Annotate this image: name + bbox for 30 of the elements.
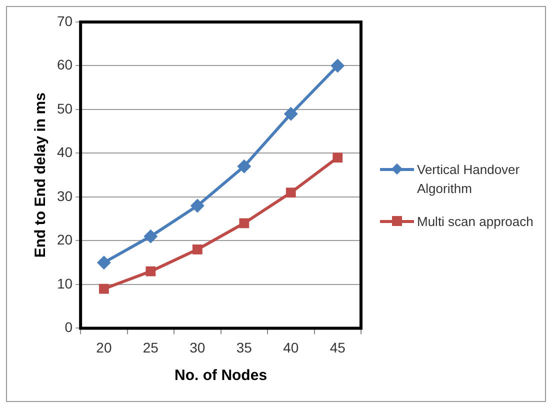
x-tick-label: 25: [142, 339, 159, 356]
y-tick-label: 10: [56, 275, 73, 292]
point: [286, 188, 296, 198]
y-tick-label: 20: [56, 232, 73, 248]
point: [284, 106, 298, 121]
point: [98, 284, 109, 294]
y-tick-label: 70: [56, 12, 73, 29]
point: [96, 256, 111, 270]
point: [239, 218, 250, 228]
legend-label: Vertical Handover Algorithm: [417, 161, 521, 198]
y-tick-label: 0: [64, 319, 73, 336]
point: [237, 159, 252, 174]
y-axis-title: End to End delay in ms: [32, 92, 50, 258]
point: [330, 58, 345, 73]
point: [190, 198, 204, 213]
y-tick-label: 40: [56, 144, 73, 160]
x-tick-label: 45: [330, 339, 346, 356]
x-tick-label: 20: [96, 339, 112, 356]
x-tick-label: 35: [236, 339, 252, 356]
x-tick-label: 30: [190, 339, 206, 356]
x-tick-label: 40: [283, 339, 299, 356]
point: [332, 152, 343, 163]
y-tick-label: 30: [56, 188, 73, 204]
x-axis-title: No. of Nodes: [174, 367, 268, 384]
point: [192, 244, 202, 254]
point: [146, 266, 156, 276]
legend-label: Multi scan approach: [417, 213, 534, 231]
y-tick-label: 60: [56, 56, 73, 73]
point: [144, 229, 158, 244]
y-tick-label: 50: [56, 100, 73, 116]
